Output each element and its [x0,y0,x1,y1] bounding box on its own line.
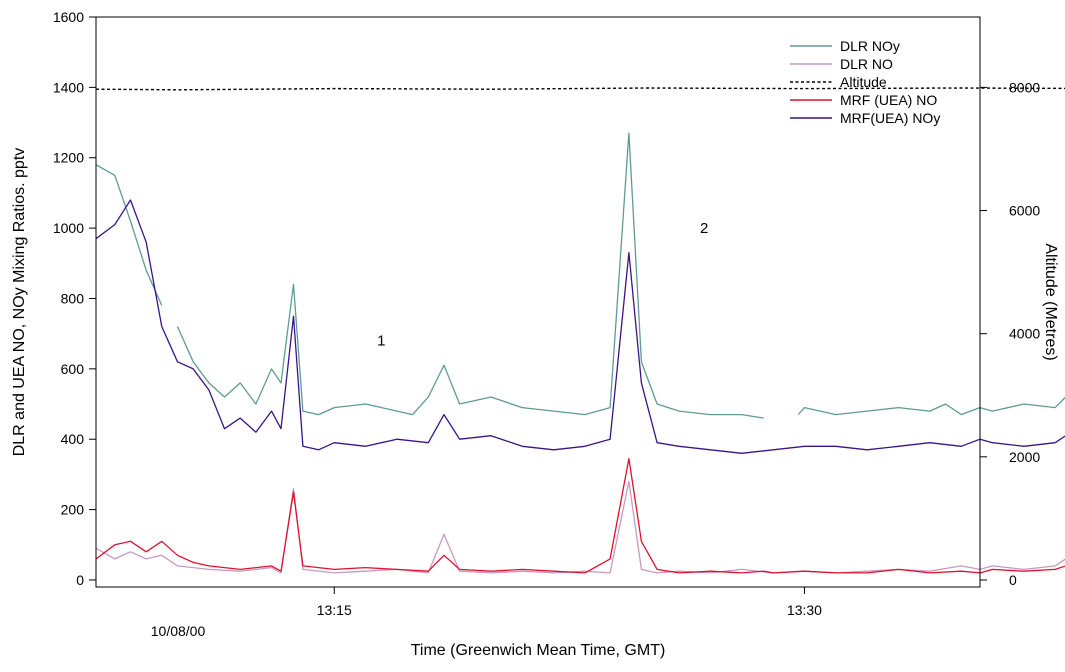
series-line-dlr-no [95,480,1065,574]
y-tick-label: 1600 [53,9,84,25]
series-line-mrf-uea-no [95,457,1065,574]
axes: 13:1513:3013:4514:0014:1514:300200400600… [53,9,1041,618]
y-tick-label: 400 [61,431,85,447]
plot-area-frame [95,16,981,588]
y-tick-label: 1000 [53,220,84,236]
legend-label: Altitude [840,74,887,90]
y-tick-label: 800 [61,290,85,306]
y-tick-label: 0 [76,572,84,588]
y2-tick-label: 6000 [1009,203,1040,219]
y2-tick-label: 4000 [1009,326,1040,342]
y2-tick-label: 8000 [1009,79,1040,95]
legend-label: MRF(UEA) NOy [840,110,940,126]
x-axis-title: Time (Greenwich Mean Time, GMT) [411,642,666,659]
legend-label: MRF (UEA) NO [840,92,937,108]
y-axis-title: DLR and UEA NO, NOy Mixing Ratios. pptv [11,148,28,457]
y-tick-label: 1400 [53,79,84,95]
series-lines [95,87,1065,574]
y-tick-label: 600 [61,361,85,377]
y2-tick-label: 0 [1009,572,1017,588]
y-tick-label: 200 [61,502,85,518]
peak-label-2: 2 [700,220,708,237]
x-tick-label: 13:30 [787,602,822,618]
peak-annotations: 1234 [377,220,708,350]
legend-label: DLR NO [840,56,893,72]
series-line-dlr-noy [95,132,1065,419]
y2-tick-label: 2000 [1009,449,1040,465]
series-line-mrf-uea-noy [95,199,1065,454]
y2-axis-title: Altitude (Metres) [1042,243,1059,360]
date-label: 10/08/00 [151,623,206,639]
peak-label-1: 1 [377,333,385,350]
legend: DLR NOy DLR NO Altitude MRF (UEA) NO MRF(UEA… [790,38,940,126]
y-tick-label: 1200 [53,150,84,166]
x-tick-label: 13:15 [317,602,352,618]
legend-label: DLR NOy [840,38,900,54]
